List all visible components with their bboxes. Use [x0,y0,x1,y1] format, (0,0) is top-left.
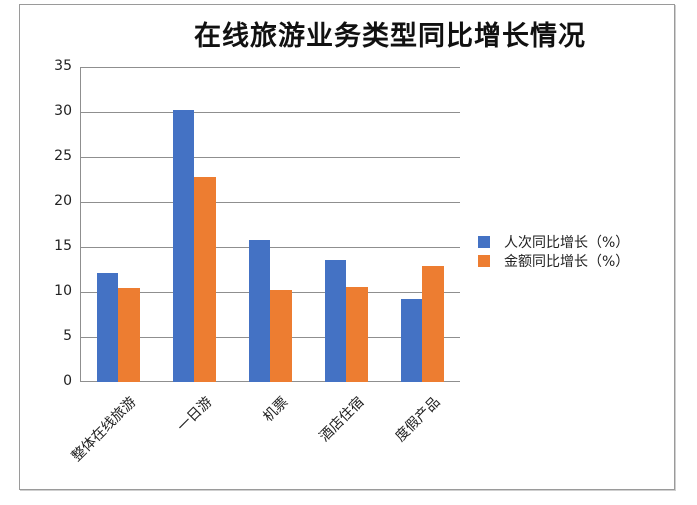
bar-amount [346,286,369,382]
bar-amount [270,290,293,382]
gridline [80,111,460,113]
chart-frame [19,4,675,490]
y-tick-label: 25 [54,148,72,164]
legend-item-amount: 金额同比增长（%） [478,251,629,270]
legend-item-visits: 人次同比增长（%） [478,232,629,251]
bar-visits [324,259,347,382]
legend-label: 人次同比增长（%） [504,234,630,251]
chart-title: 在线旅游业务类型同比增长情况 [194,21,586,52]
y-tick-label: 35 [54,58,72,74]
legend: 人次同比增长（%） 金额同比增长（%） [478,232,629,270]
y-tick-label: 10 [54,283,72,299]
bar-amount [118,287,141,382]
bar-amount [422,265,445,382]
legend-swatch-orange [478,254,490,267]
bar-visits [172,110,195,382]
y-tick-label: 5 [63,328,72,344]
bar-visits [248,239,271,382]
gridline [80,201,460,203]
gridline [80,66,460,68]
bar-visits [400,299,423,382]
y-tick-label: 20 [54,193,72,209]
gridline [80,156,460,158]
legend-swatch-blue [478,235,490,248]
bar-amount [194,176,217,382]
y-tick-label: 0 [63,373,72,389]
y-tick-label: 30 [54,103,72,119]
bar-visits [96,273,119,382]
legend-label: 金额同比增长（%） [504,253,630,270]
y-tick-label: 15 [54,238,72,254]
